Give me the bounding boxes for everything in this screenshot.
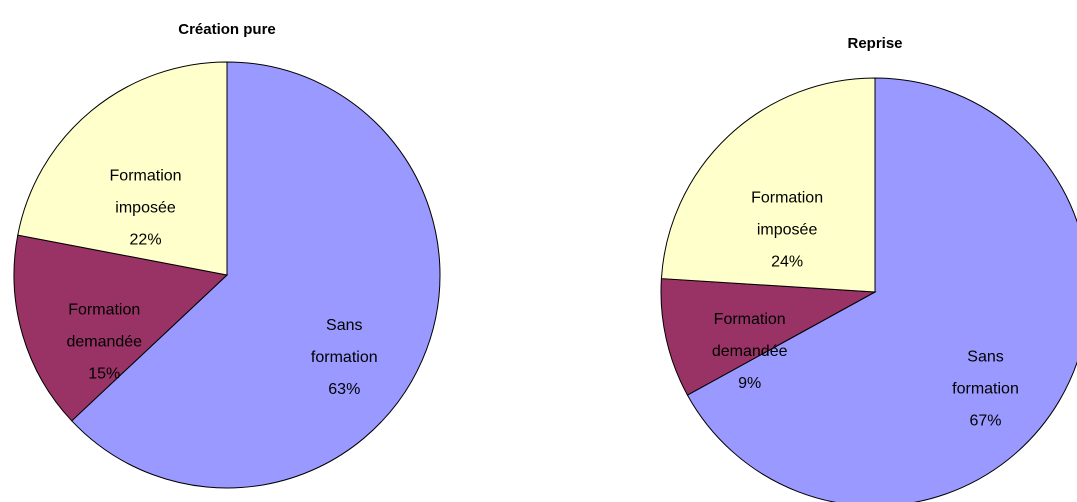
slice-value-label: 67% — [970, 413, 1002, 430]
slice-value-label: 24% — [771, 254, 803, 271]
slice-category-line: imposée — [757, 222, 818, 239]
chart-title: Création pure — [178, 21, 276, 38]
slice-category-line: formation — [311, 349, 378, 366]
slice-label: Formation imposée 24% — [751, 190, 823, 271]
slice-category-line: demandée — [712, 343, 788, 360]
slice-value-label: 63% — [328, 381, 360, 398]
slice-category-line: Formation — [110, 168, 182, 185]
slice-value-label: 15% — [88, 366, 120, 383]
slice-category-line: demandée — [66, 334, 142, 351]
slice-category-line: imposée — [115, 200, 176, 217]
slice-category-line: Formation — [714, 311, 786, 328]
pie-slice — [17, 61, 228, 276]
slice-category-line: Sans — [967, 349, 1003, 366]
slice-value-label: 22% — [130, 232, 162, 249]
slice-label: Sans formation 63% — [311, 317, 378, 398]
slice-category: Formation demandée — [712, 311, 788, 360]
slice-label: Sans formation 67% — [952, 349, 1019, 430]
slice-label: Formation imposée 22% — [110, 168, 182, 249]
slice-label: Formation demandée 9% — [712, 311, 788, 392]
slice-category: Formation demandée — [66, 302, 142, 351]
slice-value-label: 9% — [738, 375, 761, 392]
pie-slice — [13, 234, 229, 422]
pie-slice — [660, 77, 876, 293]
pie-slice — [71, 61, 441, 489]
slice-label: Formation demandée 15% — [66, 302, 142, 383]
pie-slice — [660, 278, 877, 396]
pie-slice — [686, 77, 1077, 502]
slice-category: Formation imposée — [751, 190, 823, 239]
slice-category-line: Sans — [326, 317, 362, 334]
slice-category-line: formation — [952, 381, 1019, 398]
slice-category-line: Formation — [68, 302, 140, 319]
slice-category: Sans formation — [952, 349, 1019, 398]
slice-category: Formation imposée — [110, 168, 182, 217]
chart-title: Reprise — [847, 35, 902, 52]
slice-category: Sans formation — [311, 317, 378, 366]
slice-category-line: Formation — [751, 190, 823, 207]
